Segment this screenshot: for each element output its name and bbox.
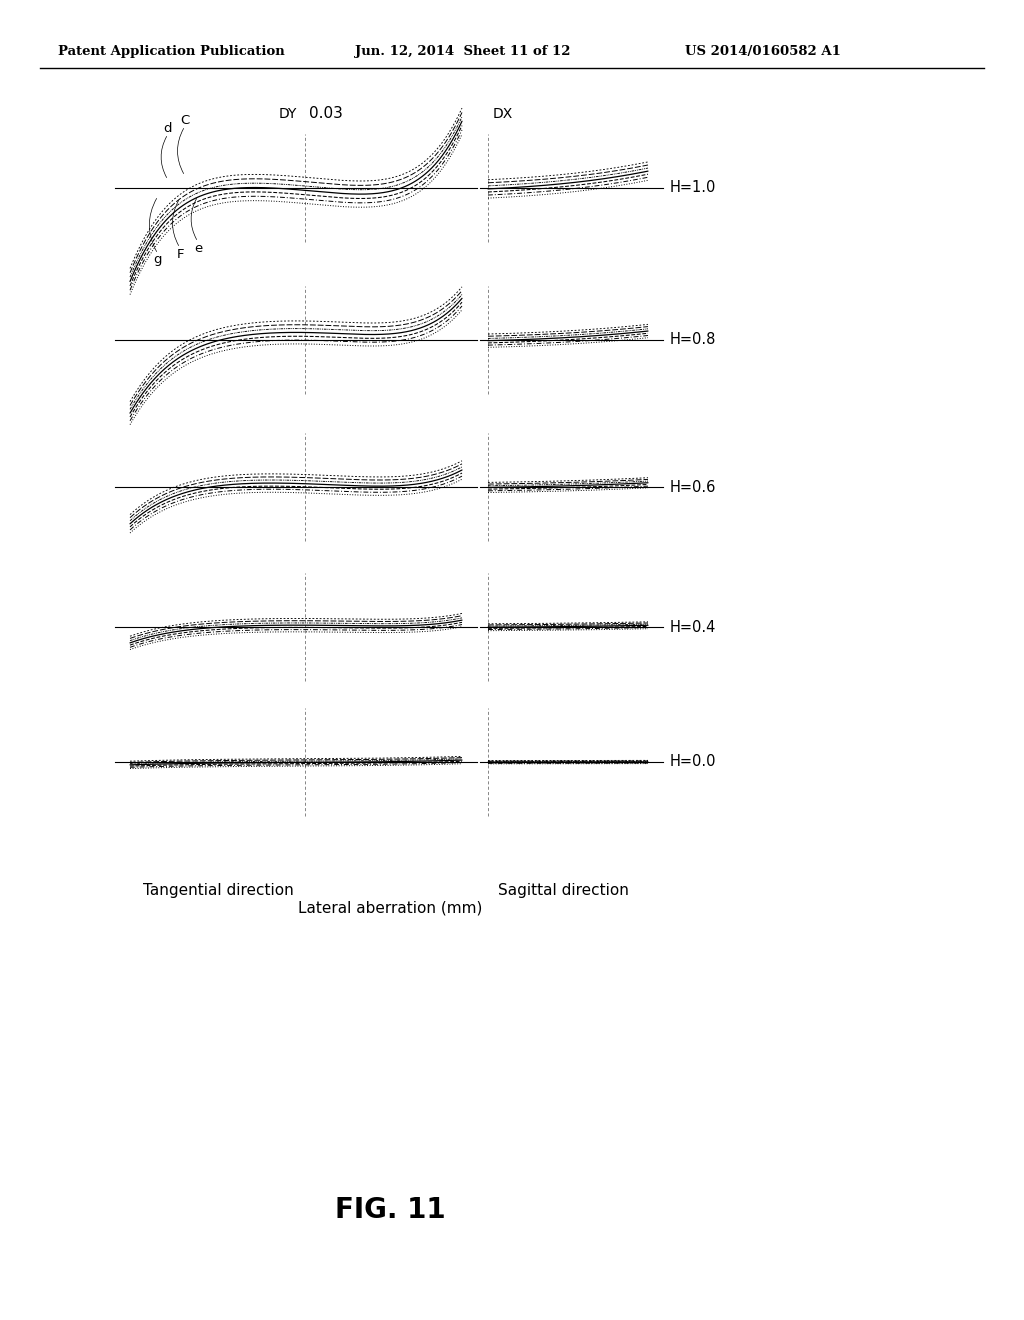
- Text: d: d: [164, 121, 172, 135]
- Text: H=0.6: H=0.6: [670, 479, 717, 495]
- Text: Sagittal direction: Sagittal direction: [498, 883, 629, 898]
- Text: Jun. 12, 2014  Sheet 11 of 12: Jun. 12, 2014 Sheet 11 of 12: [355, 45, 570, 58]
- Text: H=1.0: H=1.0: [670, 181, 717, 195]
- Text: DY: DY: [279, 107, 297, 121]
- Text: US 2014/0160582 A1: US 2014/0160582 A1: [685, 45, 841, 58]
- Text: H=0.0: H=0.0: [670, 755, 717, 770]
- Text: Patent Application Publication: Patent Application Publication: [58, 45, 285, 58]
- Text: Tangential direction: Tangential direction: [142, 883, 293, 898]
- Text: Lateral aberration (mm): Lateral aberration (mm): [298, 900, 482, 916]
- Text: H=0.4: H=0.4: [670, 619, 717, 635]
- Text: FIG. 11: FIG. 11: [335, 1196, 445, 1224]
- Text: e: e: [194, 242, 202, 255]
- Text: H=0.8: H=0.8: [670, 333, 717, 347]
- Text: 0.03: 0.03: [309, 107, 343, 121]
- Text: DX: DX: [493, 107, 513, 121]
- Text: g: g: [154, 253, 162, 267]
- Text: F: F: [176, 248, 183, 260]
- Text: C: C: [180, 114, 189, 127]
